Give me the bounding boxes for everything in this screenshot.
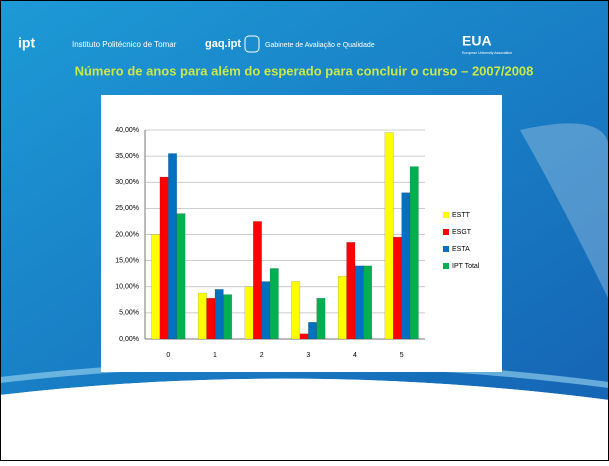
bar: [317, 298, 325, 339]
y-tick-label: 15,00%: [115, 257, 139, 264]
bar: [410, 167, 418, 339]
legend-swatch: [443, 212, 449, 218]
bar: [198, 293, 206, 339]
legend-label: IPT Total: [452, 263, 480, 270]
slide-title: Número de anos para além do esperado par…: [75, 63, 534, 78]
y-tick-label: 30,00%: [115, 179, 139, 186]
bar: [402, 193, 410, 339]
y-tick-label: 5,00%: [119, 310, 139, 317]
gaq-name: Gabinete de Avaliação e Qualidade: [265, 42, 375, 49]
bar: [160, 177, 168, 339]
x-tick-label: 0: [166, 352, 170, 359]
x-tick-label: 3: [306, 352, 310, 359]
bar: [300, 334, 308, 339]
bar: [308, 322, 316, 339]
bar: [347, 242, 355, 339]
bar: [152, 235, 160, 340]
legend-swatch: [443, 246, 449, 252]
bar: [223, 295, 231, 339]
legend-swatch: [443, 263, 449, 269]
legend-swatch: [443, 229, 449, 235]
bar: [168, 154, 176, 339]
y-tick-label: 0,00%: [119, 336, 139, 343]
y-tick-label: 35,00%: [115, 153, 139, 160]
y-tick-label: 10,00%: [115, 284, 139, 291]
bar: [262, 282, 270, 339]
eua-name: European University Association: [462, 51, 512, 55]
x-tick-label: 5: [400, 352, 404, 359]
legend-label: ESTT: [452, 212, 471, 219]
legend-label: ESTA: [452, 246, 470, 253]
bar: [253, 221, 261, 339]
bar: [207, 298, 215, 339]
y-tick-label: 40,00%: [115, 127, 139, 134]
bar: [355, 266, 363, 339]
y-tick-label: 25,00%: [115, 205, 139, 212]
y-tick-label: 20,00%: [115, 231, 139, 238]
slide: ipt Instituto Politécnico de Tomar gaq.i…: [0, 0, 609, 461]
ipt-logo: ipt: [18, 35, 35, 51]
bar: [363, 266, 371, 339]
institute-name: Instituto Politécnico de Tomar: [72, 40, 177, 49]
bar: [270, 268, 278, 339]
bar: [385, 133, 393, 339]
bar: [177, 214, 185, 339]
x-tick-label: 4: [353, 352, 357, 359]
bottom-wave: [0, 379, 609, 461]
bar: [292, 282, 300, 339]
bar: [215, 289, 223, 339]
legend-label: ESGT: [452, 229, 472, 236]
bar: [245, 287, 253, 339]
eua-logo: EUA: [462, 33, 492, 49]
x-tick-label: 1: [213, 352, 217, 359]
bar: [338, 276, 346, 339]
x-tick-label: 2: [260, 352, 264, 359]
gaq-logo: gaq.ipt: [205, 38, 241, 50]
bar: [393, 237, 401, 339]
